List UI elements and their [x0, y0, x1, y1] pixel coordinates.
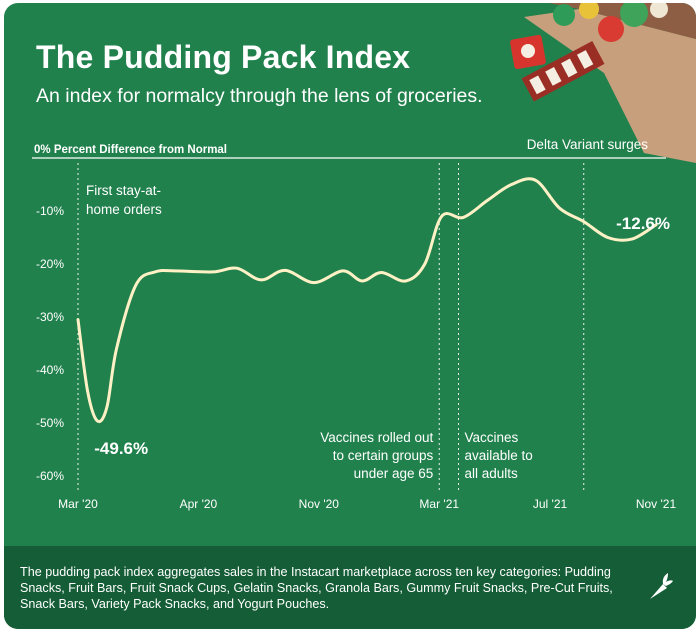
- x-tick-label: Jul '21: [533, 497, 568, 511]
- y-tick-label: -30%: [36, 310, 64, 324]
- grocery-bag-icon: [510, 3, 696, 163]
- annotation-stay-at-home: First stay-at-home orders: [86, 183, 162, 217]
- y-tick-label: -20%: [36, 257, 64, 271]
- carrot-icon: [650, 573, 673, 599]
- x-tick-label: Mar '21: [419, 497, 459, 511]
- y-tick-label: -60%: [36, 469, 64, 483]
- y-tick-label: -40%: [36, 363, 64, 377]
- chart-card: The Pudding Pack Index An index for norm…: [4, 3, 696, 629]
- x-tick-label: Mar '20: [58, 497, 98, 511]
- y-tick-label: -10%: [36, 204, 64, 218]
- baseline-label: 0% Percent Difference from Normal: [34, 144, 227, 156]
- callout-latest-value: -12.6%: [616, 214, 670, 233]
- annotation-vaccines-rolled-out: Vaccines rolled out to certain groups unde…: [320, 430, 433, 481]
- chart-subtitle: An index for normalcy through the lens o…: [36, 85, 483, 107]
- annotation-delta-variant: Delta Variant surges: [527, 137, 649, 152]
- callout-low-value: -49.6%: [94, 439, 148, 458]
- series-line-pudding-pack-index: [76, 177, 658, 424]
- footnote: The pudding pack index aggregates sales …: [20, 565, 613, 612]
- x-tick-label: Apr '20: [180, 497, 218, 511]
- footer-panel: The pudding pack index aggregates sales …: [4, 546, 696, 629]
- x-tick-label: Nov '21: [636, 497, 677, 511]
- y-tick-label: -50%: [36, 416, 64, 430]
- line-chart: 0% Percent Difference from Normal -10% -20…: [32, 137, 677, 511]
- chart-title: The Pudding Pack Index: [36, 39, 411, 75]
- x-tick-label: Nov '20: [299, 497, 340, 511]
- grocery-bag-illustration: [510, 3, 696, 163]
- annotation-vaccines-all-adults: Vaccines available to all adults: [465, 430, 533, 481]
